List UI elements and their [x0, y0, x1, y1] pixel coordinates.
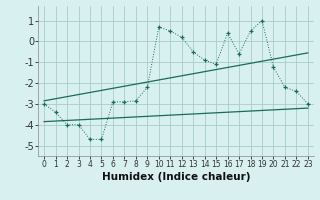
X-axis label: Humidex (Indice chaleur): Humidex (Indice chaleur) — [102, 172, 250, 182]
